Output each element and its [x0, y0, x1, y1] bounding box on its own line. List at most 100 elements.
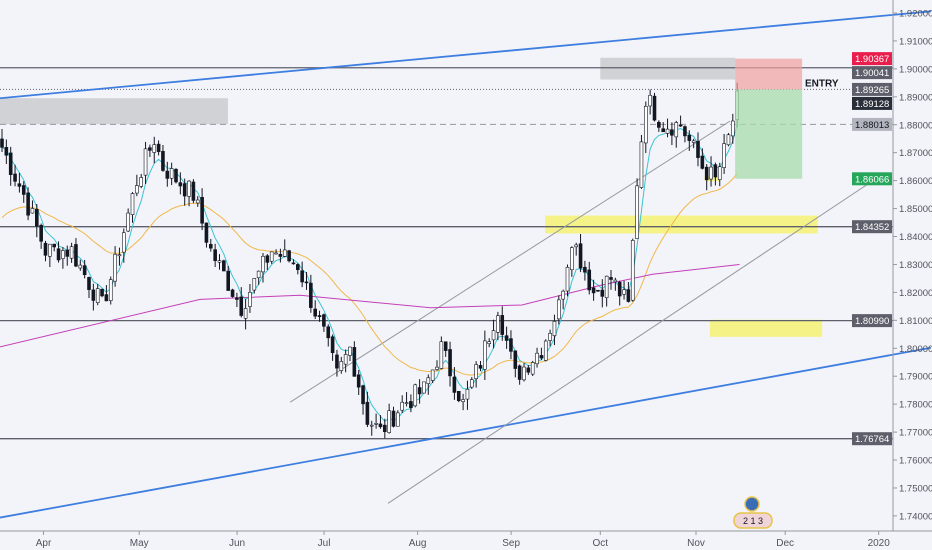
zone-rectangle	[600, 57, 736, 80]
candle-body	[417, 387, 422, 395]
candle-body	[274, 252, 278, 255]
candle-body	[21, 185, 26, 195]
candle-body	[404, 402, 409, 404]
candle-body	[130, 193, 135, 215]
time-axis[interactable]: Apr May Jun Jul Aug Sep Oct Nov Dec 2020	[36, 531, 891, 549]
candle-body	[691, 140, 696, 143]
candle-body	[330, 336, 335, 354]
candle-body	[326, 326, 331, 339]
event-flag-icon[interactable]	[744, 496, 760, 512]
candle-body	[556, 299, 561, 320]
candle-body	[65, 249, 70, 257]
candle-body	[356, 374, 361, 388]
candle-body	[87, 277, 91, 290]
time-tick-label: 2020	[868, 538, 891, 549]
zone-rectangle	[709, 319, 823, 337]
candle-body	[600, 289, 605, 297]
zone-rectangle	[545, 215, 818, 234]
time-tick-label: Aug	[409, 538, 427, 549]
candle-body	[683, 126, 687, 137]
candle-body	[152, 144, 157, 153]
events-group-icon[interactable]	[733, 512, 773, 529]
candle-body	[135, 185, 139, 194]
candle-body	[726, 134, 731, 146]
candle-body	[378, 423, 383, 428]
candle-body	[704, 166, 709, 181]
candle-body	[391, 410, 396, 427]
price-tick-label: 1.89000	[899, 92, 932, 103]
price-tick-label: 1.87000	[899, 148, 932, 159]
price-axis[interactable]: 1.92000 1.91000 1.90000 1.89000 1.88000 1.870…	[893, 9, 932, 523]
candle-body	[513, 350, 518, 369]
candle-body	[522, 366, 526, 381]
candle-body	[239, 296, 244, 316]
price-tick-label: 1.77000	[899, 428, 932, 439]
candle-body	[91, 289, 96, 301]
candle-body	[674, 122, 679, 138]
candle-body	[491, 330, 496, 341]
candle-body	[148, 147, 152, 151]
events-badge[interactable]: 2 1 3	[733, 496, 773, 529]
candle-body	[374, 422, 378, 425]
candle-body	[39, 224, 43, 242]
candle-body	[182, 183, 187, 197]
price-tag	[852, 220, 892, 234]
candle-body	[543, 340, 548, 361]
candle-body	[409, 401, 413, 409]
candle-body	[539, 355, 544, 359]
candle-body	[465, 388, 470, 400]
candle-body	[509, 338, 513, 352]
candle-body	[435, 366, 439, 370]
price-tick-label: 1.78000	[899, 400, 932, 411]
candle-body	[622, 289, 626, 295]
candle-body	[361, 385, 365, 405]
candle-body	[700, 155, 705, 169]
price-tick-label: 1.90000	[899, 64, 932, 75]
trend-line	[0, 10, 931, 100]
candle-body	[730, 120, 735, 137]
candle-body	[269, 251, 274, 262]
candle-body	[117, 254, 122, 257]
trend-line	[387, 180, 874, 504]
events-count: 2 1 3	[743, 516, 763, 526]
candle-body	[382, 424, 387, 433]
candle-body	[552, 321, 557, 337]
candle-body	[617, 281, 622, 297]
candle-body	[400, 401, 405, 411]
price-tag-label: 1.89265	[855, 85, 889, 96]
candle-body	[222, 260, 226, 272]
candle-body	[278, 253, 283, 257]
candle-body	[52, 243, 57, 248]
candle-body	[652, 95, 657, 121]
candle-body	[0, 138, 4, 148]
candle-body	[535, 352, 539, 365]
candle-body	[587, 269, 592, 291]
candle-body	[369, 424, 374, 427]
time-tick-label: May	[130, 538, 149, 549]
price-tick-label: 1.81000	[899, 316, 932, 327]
candle-body	[670, 129, 674, 136]
candle-body	[365, 401, 370, 425]
price-tag	[852, 82, 892, 96]
candle-body	[530, 362, 535, 375]
price-tag-label: 1.86066	[855, 174, 889, 185]
candle-body	[8, 152, 13, 176]
price-tick-label: 1.85000	[899, 204, 932, 215]
candle-body	[261, 255, 265, 273]
price-tag-label: 1.90041	[855, 68, 889, 79]
price-tags: 1.90367 1.90041 1.89265 1.89128 1.88013 1.860…	[852, 52, 892, 446]
candle-body	[422, 381, 426, 394]
candle-body	[56, 248, 61, 261]
candle-body	[13, 173, 17, 182]
candle-body	[483, 340, 487, 370]
candle-body	[426, 377, 431, 384]
candle-body	[322, 314, 326, 327]
price-tick-label: 1.88000	[899, 120, 932, 131]
price-tag	[852, 314, 892, 328]
candle-body	[443, 341, 448, 351]
candle-body	[561, 290, 565, 300]
price-tick-label: 1.80000	[899, 344, 932, 355]
candle-body	[626, 289, 631, 302]
